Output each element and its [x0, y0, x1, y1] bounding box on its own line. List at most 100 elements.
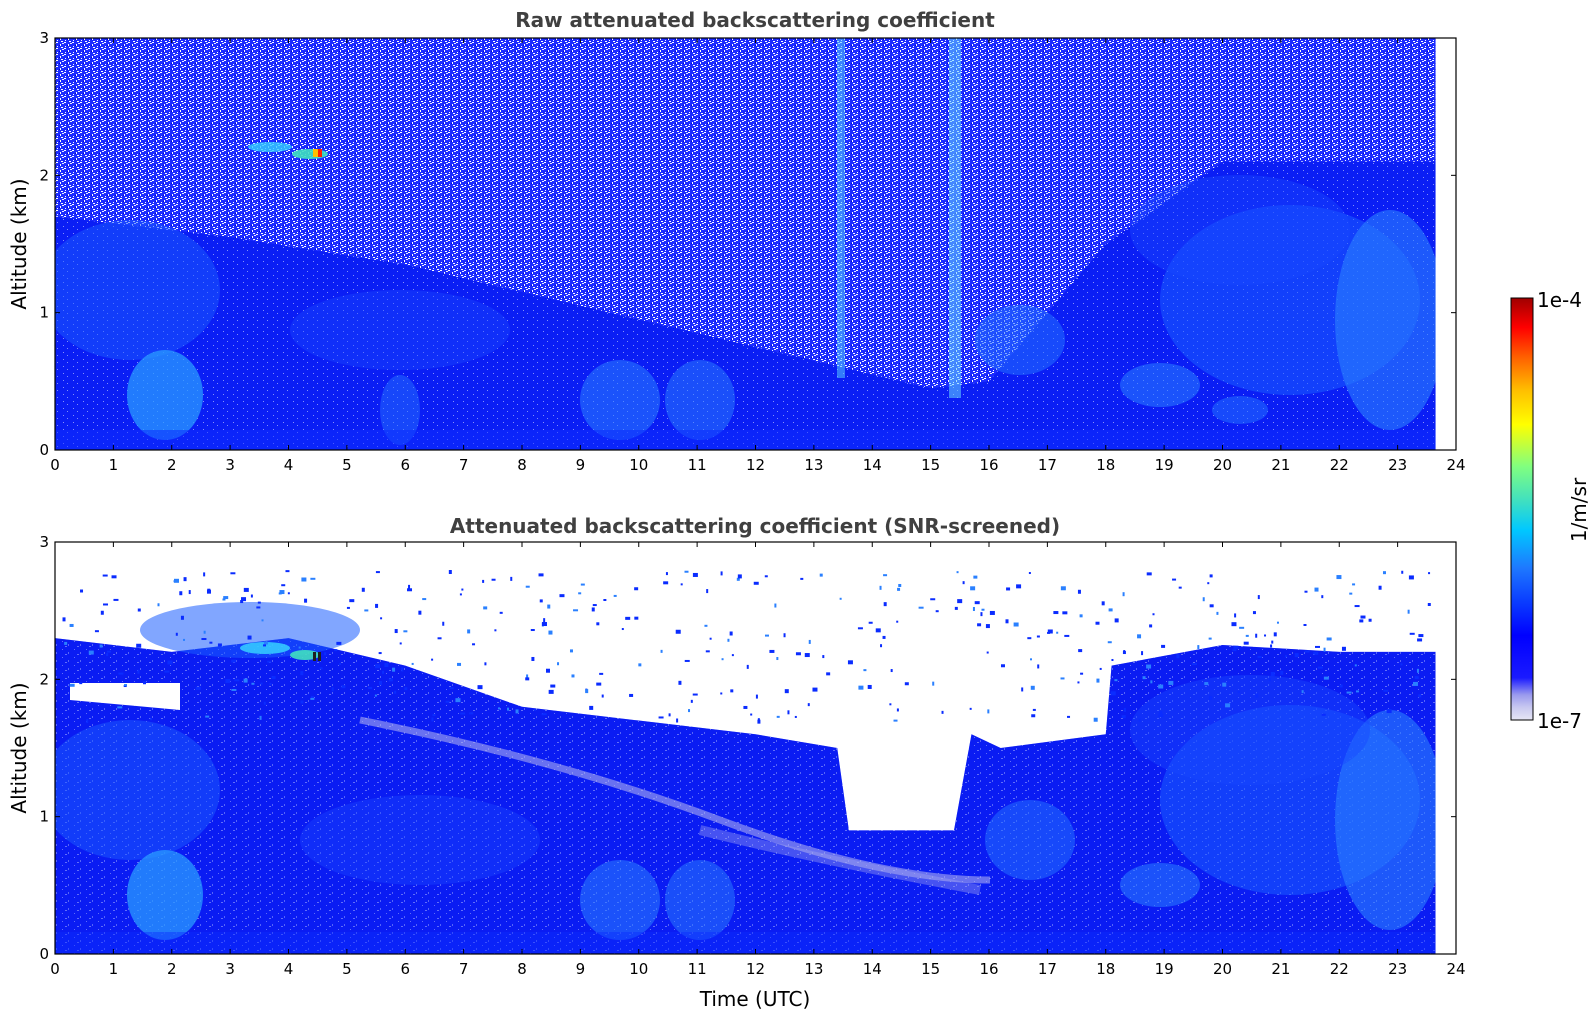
scatter-pixel	[1099, 667, 1102, 670]
scatter-pixel	[1268, 678, 1271, 682]
scatter-pixel	[1323, 647, 1326, 652]
scatter-pixel	[1252, 611, 1256, 615]
scatter-pixel	[157, 603, 160, 607]
x-tick-label: 11	[688, 456, 707, 474]
scatter-pixel	[319, 667, 323, 670]
scatter-pixel	[498, 707, 501, 710]
bottom-y-axis: 0 1 2 3	[39, 533, 1456, 963]
scatter-pixel	[1204, 682, 1209, 686]
scatter-pixel	[1284, 655, 1287, 658]
scatter-pixel	[918, 606, 924, 609]
scatter-pixel	[743, 705, 748, 709]
x-tick-label: 2	[167, 456, 177, 474]
scatter-pixel	[374, 694, 377, 697]
x-tick-label: 16	[979, 960, 998, 978]
scatter-pixel	[484, 662, 487, 666]
scatter-pixel	[880, 644, 883, 648]
scatter-pixel	[79, 682, 83, 685]
x-tick-label: 14	[863, 960, 882, 978]
scatter-pixel	[1028, 572, 1031, 575]
scatter-pixel	[1122, 651, 1126, 655]
scatter-pixel	[580, 583, 585, 586]
scatter-pixel	[102, 574, 108, 577]
scatter-pixel	[621, 628, 624, 631]
scatter-pixel	[1032, 708, 1036, 711]
scatter-pixel	[1159, 711, 1163, 716]
scatter-pixel	[1101, 601, 1105, 606]
scatter-pixel	[1149, 624, 1153, 628]
scatter-pixel	[111, 575, 117, 579]
scatter-pixel	[541, 713, 547, 716]
scatter-pixel	[1005, 619, 1009, 624]
scatter-pixel	[300, 671, 304, 676]
scatter-pixel	[1304, 590, 1308, 593]
scatter-pixel	[240, 600, 244, 604]
scatter-pixel	[596, 622, 600, 626]
x-tick-label: 8	[517, 456, 527, 474]
x-tick-label: 0	[50, 456, 60, 474]
scatter-pixel	[1158, 684, 1164, 689]
scatter-pixel	[1234, 613, 1237, 618]
x-tick-label: 19	[1155, 456, 1174, 474]
scatter-pixel	[477, 685, 483, 690]
scatter-pixel	[1062, 611, 1068, 615]
scatter-pixel	[103, 603, 109, 606]
scatter-pixel	[935, 610, 939, 613]
scatter-pixel	[392, 667, 396, 672]
scatter-pixel	[346, 606, 350, 609]
scatter-pixel	[737, 574, 742, 579]
scatter-pixel	[1354, 664, 1357, 667]
scatter-pixel	[776, 657, 779, 661]
scatter-pixel	[807, 703, 810, 707]
scatter-pixel	[472, 643, 476, 646]
scatter-pixel	[530, 629, 535, 632]
scatter-pixel	[591, 607, 595, 612]
scatter-pixel	[455, 698, 461, 703]
scatter-pixel	[482, 579, 485, 583]
scatter-pixel	[173, 578, 179, 583]
scatter-pixel	[271, 676, 276, 680]
scatter-pixel	[932, 681, 935, 686]
scatter-pixel	[690, 699, 693, 703]
scatter-pixel	[375, 571, 380, 574]
scatter-pixel	[209, 641, 213, 644]
scatter-pixel	[99, 644, 103, 648]
scatter-pixel	[1270, 644, 1273, 648]
scatter-pixel	[879, 585, 882, 590]
scatter-pixel	[1326, 637, 1332, 641]
scatter-pixel	[1202, 597, 1205, 602]
scatter-pixel	[721, 658, 724, 661]
scatter-pixel	[970, 586, 976, 591]
scatter-pixel	[857, 627, 863, 630]
x-tick-label: 2	[167, 960, 177, 978]
scatter-pixel	[629, 693, 634, 697]
scatter-pixel	[784, 689, 789, 694]
x-tick-label: 13	[804, 456, 823, 474]
scatter-pixel	[769, 649, 775, 653]
scatter-pixel	[1016, 584, 1022, 589]
scatter-pixel	[1053, 611, 1059, 615]
screened-backscatter-panel: Attenuated backscattering coefficient (S…	[7, 514, 1466, 1011]
scatter-pixel	[541, 622, 547, 627]
scatter-pixel	[680, 583, 683, 586]
scatter-pixel	[1417, 638, 1423, 642]
x-tick-label: 7	[459, 456, 469, 474]
scatter-pixel	[897, 587, 901, 591]
scatter-pixel	[533, 709, 536, 712]
colorbar-max-label: 1e-4	[1537, 288, 1582, 312]
scatter-pixel	[106, 650, 111, 653]
scatter-pixel	[755, 694, 758, 699]
scatter-pixel	[678, 680, 682, 685]
scatter-pixel	[1416, 668, 1419, 673]
scatter-pixel	[411, 662, 414, 665]
x-tick-label: 17	[1038, 456, 1057, 474]
scatter-pixel	[94, 630, 99, 633]
scatter-pixel	[601, 694, 604, 698]
scatter-pixel	[1150, 680, 1153, 684]
scatter-pixel	[507, 707, 510, 711]
scatter-pixel	[339, 663, 342, 666]
x-tick-label: 14	[863, 456, 882, 474]
x-tick-label: 17	[1038, 960, 1057, 978]
scatter-pixel	[665, 572, 668, 576]
scatter-pixel	[569, 649, 573, 653]
